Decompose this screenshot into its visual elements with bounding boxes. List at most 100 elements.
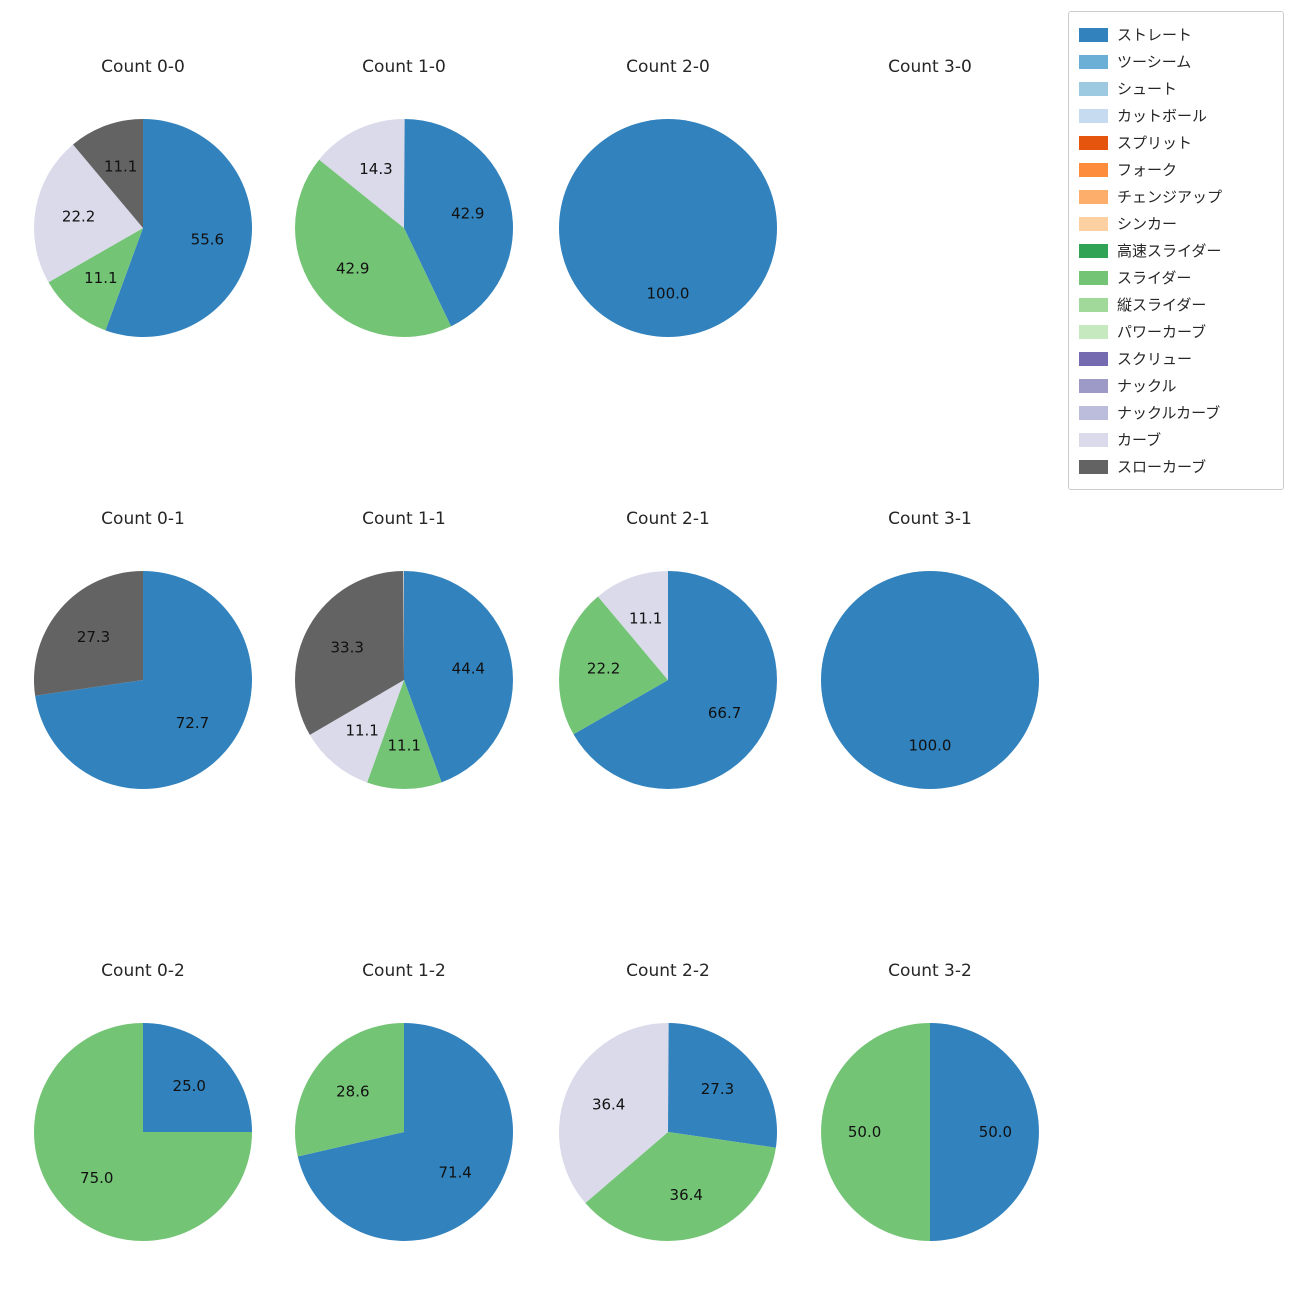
pie-percent-label: 36.4 bbox=[592, 1096, 625, 1114]
pie-slice-ストレート bbox=[143, 1023, 252, 1132]
pie-chart-count-1-1: Count 1-1 44.4 11.1 11.1 33.3 bbox=[273, 507, 535, 807]
legend-item-label: スローカーブ bbox=[1117, 458, 1207, 476]
pie-chart-count-0-0: Count 0-0 55.6 11.1 22.2 11.1 bbox=[12, 55, 274, 355]
pie-slice-スライダー bbox=[295, 159, 452, 337]
pie-percent-label: 50.0 bbox=[979, 1123, 1012, 1141]
chart-title-count-3-1: Count 3-1 bbox=[888, 509, 972, 529]
pie-percent-label: 22.2 bbox=[587, 660, 620, 678]
pie-chart-count-3-2: Count 3-2 50.0 50.0 bbox=[799, 959, 1061, 1259]
pie-count-3-1: 100.0 bbox=[821, 571, 1039, 789]
pie-slice-スライダー bbox=[295, 1023, 404, 1157]
pie-slice-カーブ bbox=[597, 571, 668, 680]
chart-title-count-2-2: Count 2-2 bbox=[626, 961, 710, 981]
pie-percent-label: 72.7 bbox=[176, 714, 209, 732]
chart-title-count-1-2: Count 1-2 bbox=[362, 961, 446, 981]
pie-slice-スライダー bbox=[585, 1132, 776, 1241]
legend-item: スクリュー bbox=[1079, 345, 1273, 372]
pie-slice-スライダー bbox=[821, 1023, 930, 1241]
legend-item-label: スライダー bbox=[1117, 269, 1192, 287]
pie-percent-label: 22.2 bbox=[62, 208, 95, 226]
pie-count-1-1: 44.4 11.1 11.1 33.3 bbox=[294, 571, 513, 790]
pie-percent-label: 71.4 bbox=[438, 1164, 471, 1182]
pie-percent-label: 28.6 bbox=[336, 1082, 369, 1100]
legend-swatch-icon bbox=[1079, 81, 1108, 96]
pie-count-1-2: 71.4 28.6 bbox=[295, 1023, 514, 1241]
legend-swatch-icon bbox=[1079, 405, 1108, 420]
pie-chart-count-2-1: Count 2-1 66.7 22.2 11.1 bbox=[537, 507, 799, 807]
chart-title-count-1-0: Count 1-0 bbox=[362, 57, 446, 77]
legend-swatch-icon bbox=[1079, 351, 1108, 366]
pie-percent-label: 11.1 bbox=[104, 158, 137, 176]
legend-item: ストレート bbox=[1079, 21, 1273, 48]
legend-item: スローカーブ bbox=[1079, 453, 1273, 480]
pie-percent-label: 44.4 bbox=[452, 660, 485, 678]
chart-title-count-3-0: Count 3-0 bbox=[888, 57, 972, 77]
pie-count-0-1: 72.7 27.3 bbox=[34, 571, 253, 789]
pie-slice-スローカーブ bbox=[294, 571, 404, 735]
pie-slice-ストレート bbox=[404, 571, 513, 783]
pie-percent-label: 42.9 bbox=[451, 205, 484, 223]
legend-item-label: パワーカーブ bbox=[1117, 323, 1207, 341]
legend-swatch-icon bbox=[1079, 378, 1108, 393]
legend-item: カットボール bbox=[1079, 102, 1273, 129]
pie-slice-スローカーブ bbox=[72, 119, 143, 228]
pie-chart-count-3-1: Count 3-1 100.0 bbox=[799, 507, 1061, 807]
legend-swatch-icon bbox=[1079, 54, 1108, 69]
pie-percent-label: 100.0 bbox=[909, 736, 952, 754]
pie-percent-label: 11.1 bbox=[345, 721, 378, 739]
pie-slice-ストレート bbox=[297, 1023, 514, 1241]
legend-item: 高速スライダー bbox=[1079, 237, 1273, 264]
legend-item: シュート bbox=[1079, 75, 1273, 102]
legend-item: パワーカーブ bbox=[1079, 318, 1273, 345]
pie-slice-ストレート bbox=[404, 119, 513, 327]
legend-swatch-icon bbox=[1079, 216, 1108, 231]
legend-swatch-icon bbox=[1079, 297, 1108, 312]
pie-percent-label: 33.3 bbox=[330, 639, 363, 657]
chart-title-count-1-1: Count 1-1 bbox=[362, 509, 446, 529]
pie-slice-カーブ bbox=[319, 118, 405, 228]
pie-slice-カーブ bbox=[33, 144, 144, 283]
legend-swatch-icon bbox=[1079, 135, 1108, 150]
pie-slice-ストレート bbox=[105, 119, 253, 337]
chart-title-count-0-0: Count 0-0 bbox=[101, 57, 185, 77]
pie-percent-label: 100.0 bbox=[647, 284, 690, 302]
pie-chart-count-1-0: Count 1-0 42.9 42.9 14.3 bbox=[273, 55, 535, 355]
pie-percent-label: 36.4 bbox=[670, 1186, 703, 1204]
legend-swatch-icon bbox=[1079, 432, 1108, 447]
legend-item: 縦スライダー bbox=[1079, 291, 1273, 318]
legend-swatch-icon bbox=[1079, 324, 1108, 339]
legend-item-label: シュート bbox=[1117, 80, 1178, 98]
pie-slice-スローカーブ bbox=[34, 571, 144, 696]
legend-item-label: ナックルカーブ bbox=[1117, 404, 1221, 422]
legend-items: ストレート ツーシーム シュート カットボール スプリット フォーク チェンジアップ シンカー… bbox=[1079, 21, 1273, 480]
legend-item: スライダー bbox=[1079, 264, 1273, 291]
legend-item: ナックルカーブ bbox=[1079, 399, 1273, 426]
legend-item-label: ナックル bbox=[1117, 377, 1177, 395]
legend-swatch-icon bbox=[1079, 270, 1108, 285]
legend-item: ナックル bbox=[1079, 372, 1273, 399]
pie-percent-label: 42.9 bbox=[336, 260, 369, 278]
pie-percent-label: 11.1 bbox=[84, 269, 117, 287]
legend-item-label: 縦スライダー bbox=[1117, 296, 1207, 314]
legend-swatch-icon bbox=[1079, 243, 1108, 258]
legend-item: チェンジアップ bbox=[1079, 183, 1273, 210]
pie-percent-label: 11.1 bbox=[388, 736, 421, 754]
pie-slice-ストレート bbox=[821, 571, 1039, 789]
pie-percent-label: 25.0 bbox=[173, 1077, 206, 1095]
pie-percent-label: 27.3 bbox=[701, 1080, 734, 1098]
legend-item: カーブ bbox=[1079, 426, 1273, 453]
pie-count-3-2: 50.0 50.0 bbox=[821, 1023, 1039, 1241]
legend-swatch-icon bbox=[1079, 162, 1108, 177]
pie-count-0-0: 55.6 11.1 22.2 11.1 bbox=[33, 119, 253, 337]
pie-percent-label: 11.1 bbox=[629, 610, 662, 628]
pie-percent-label: 14.3 bbox=[359, 160, 392, 178]
pie-chart-count-2-2: Count 2-2 27.3 36.4 36.4 bbox=[537, 959, 799, 1259]
legend-swatch-icon bbox=[1079, 27, 1108, 42]
legend-item-label: スクリュー bbox=[1117, 350, 1193, 368]
chart-title-count-0-1: Count 0-1 bbox=[101, 509, 185, 529]
pie-chart-count-2-0: Count 2-0 100.0 bbox=[537, 55, 799, 355]
pie-percent-label: 75.0 bbox=[80, 1169, 113, 1187]
legend-item-label: スプリット bbox=[1117, 134, 1193, 152]
pie-count-3-0 bbox=[810, 108, 1050, 348]
chart-title-count-3-2: Count 3-2 bbox=[888, 961, 972, 981]
